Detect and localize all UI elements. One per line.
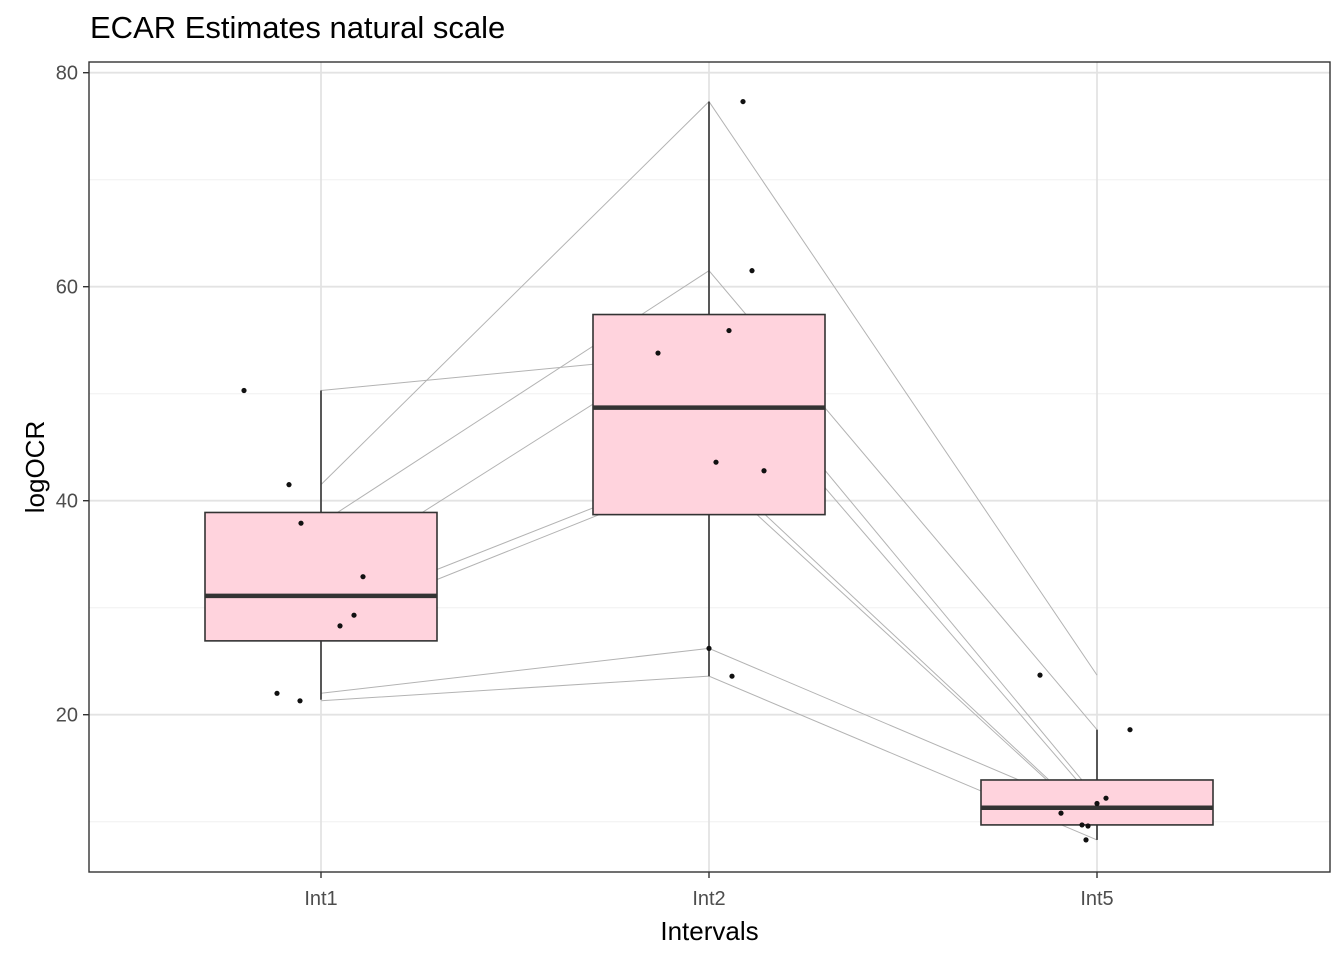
data-point	[761, 468, 767, 474]
data-point	[729, 673, 735, 679]
data-point	[655, 350, 661, 356]
x-tick-label: Int5	[1080, 888, 1113, 910]
data-point	[274, 690, 280, 696]
data-point	[740, 98, 746, 105]
data-point	[1094, 800, 1100, 807]
y-tick-label: 20	[56, 705, 78, 727]
data-point	[706, 645, 712, 651]
data-point	[1127, 727, 1133, 733]
y-tick-label: 80	[56, 63, 78, 85]
x-tick-label: Int1	[304, 888, 337, 910]
data-point	[1085, 823, 1091, 829]
data-point	[286, 482, 292, 488]
data-point	[1037, 672, 1043, 678]
y-tick-label: 40	[56, 491, 78, 513]
data-point	[726, 327, 732, 334]
data-point	[241, 387, 247, 394]
data-points	[241, 98, 1133, 843]
data-point	[297, 698, 303, 704]
data-point	[337, 623, 343, 629]
x-axis-title: Intervals	[660, 916, 758, 946]
data-point	[1103, 795, 1109, 801]
chart-title: ECAR Estimates natural scale	[90, 10, 506, 45]
data-point	[1058, 810, 1064, 816]
data-point	[351, 612, 357, 618]
y-axis-title: logOCR	[20, 421, 50, 513]
y-tick-label: 60	[56, 277, 78, 299]
axes: 20 40 60 80 Int1 Int2 Int5	[56, 63, 1114, 910]
box	[592, 313, 826, 516]
data-point	[360, 574, 366, 580]
boxplots	[204, 101, 1214, 840]
data-point	[298, 520, 304, 526]
data-point	[1083, 837, 1089, 843]
x-tick-label: Int2	[692, 888, 725, 910]
data-point	[749, 268, 755, 274]
data-point	[1079, 822, 1085, 828]
data-point	[713, 459, 719, 465]
box	[204, 511, 438, 642]
